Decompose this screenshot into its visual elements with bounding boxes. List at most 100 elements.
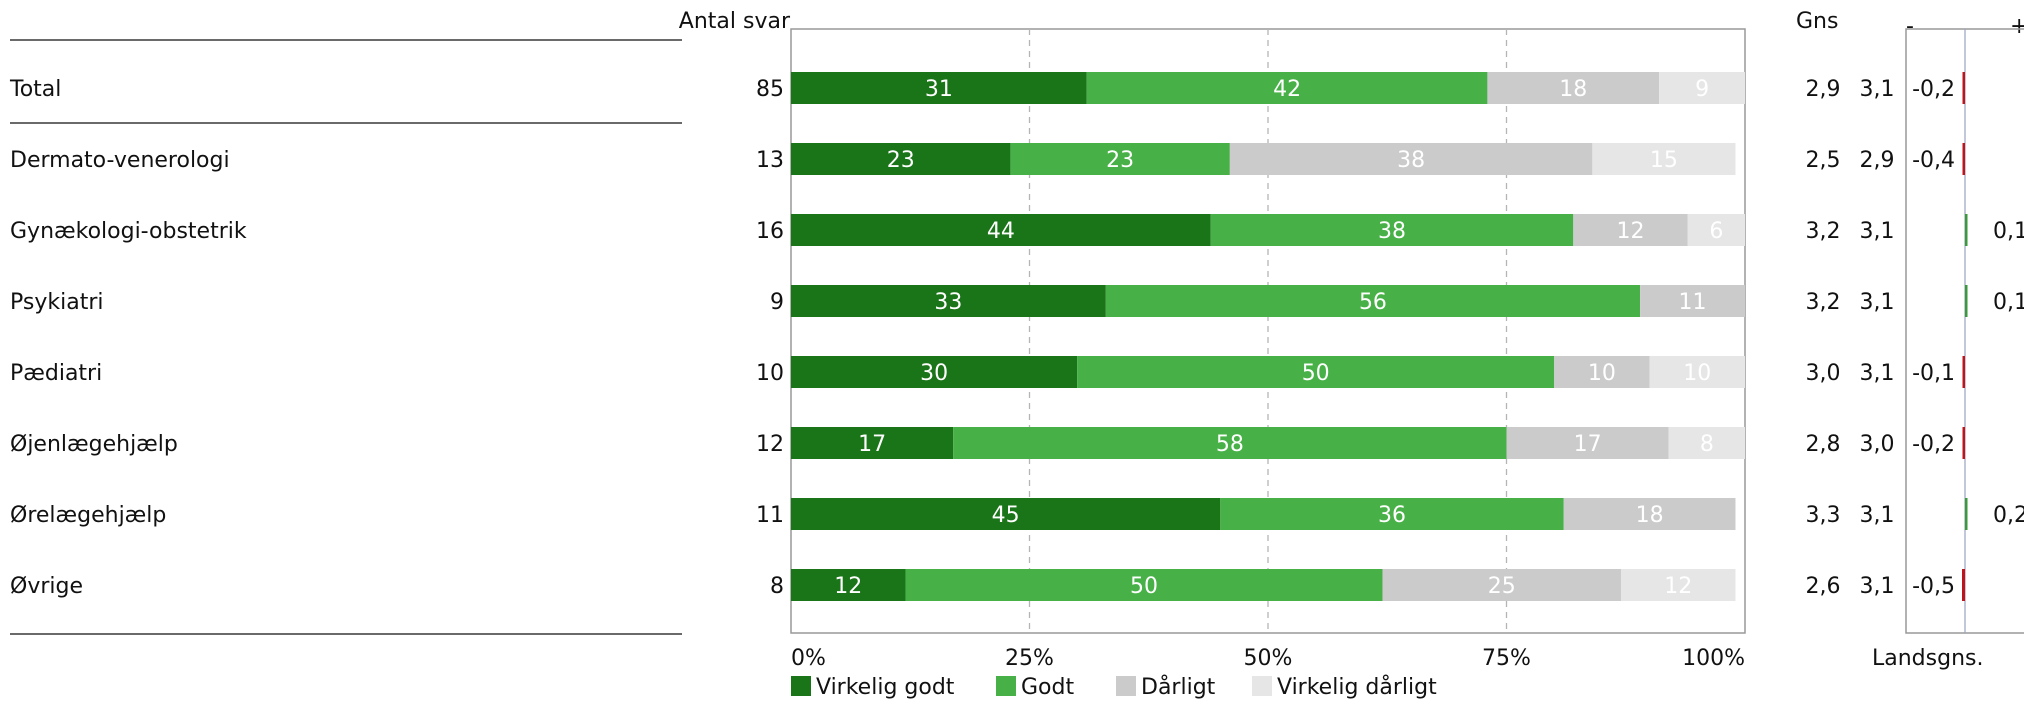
bar-value-label: 23	[887, 148, 915, 173]
diff-value-label: -0,2	[1912, 77, 1955, 102]
row-category-label: Psykiatri	[10, 290, 103, 315]
diff-value-label: -0,5	[1912, 574, 1955, 599]
legend-label: Virkelig dårligt	[1277, 674, 1437, 700]
bar-value-label: 17	[1574, 432, 1602, 457]
row-category-label: Øjenlægehjælp	[10, 432, 178, 457]
bar-segment	[791, 498, 1221, 530]
bar-value-label: 31	[925, 77, 953, 102]
row-count: 12	[756, 432, 784, 457]
row-national-mean: 3,1	[1860, 290, 1895, 315]
bar-segment	[905, 569, 1383, 601]
diff-value-label: 0,1	[1993, 219, 2024, 244]
legend-label: Virkelig godt	[816, 675, 955, 700]
bar-segment	[1649, 356, 1745, 388]
diff-minus-header: -	[1906, 14, 1914, 39]
bar-segment	[791, 427, 954, 459]
row-mean: 2,9	[1806, 77, 1841, 102]
bar-value-label: 18	[1559, 77, 1587, 102]
row-mean: 3,2	[1806, 290, 1841, 315]
bar-value-label: 12	[834, 574, 862, 599]
legend-swatch	[1252, 676, 1272, 696]
diff-bar	[1965, 498, 1968, 530]
row-category-label: Gynækologi-obstetrik	[10, 219, 247, 244]
diff-value-label: 0,2	[1993, 503, 2024, 528]
row-mean: 2,5	[1806, 148, 1841, 173]
bar-segment	[1382, 569, 1621, 601]
row-count: 16	[756, 219, 784, 244]
bar-value-label: 6	[1709, 219, 1723, 244]
bar-value-label: 50	[1130, 574, 1158, 599]
bar-value-label: 15	[1650, 148, 1678, 173]
row-national-mean: 3,1	[1860, 574, 1895, 599]
bar-value-label: 30	[920, 361, 948, 386]
mean-header: Gns	[1796, 9, 1838, 34]
diff-bar	[1965, 214, 1968, 246]
bar-segment	[1620, 569, 1736, 601]
bar-segment	[1105, 285, 1641, 317]
bar-value-label: 56	[1359, 290, 1387, 315]
bar-segment	[1077, 356, 1555, 388]
diff-bar	[1962, 143, 1965, 175]
bar-segment	[1563, 498, 1736, 530]
row-count: 13	[756, 148, 784, 173]
bar-segment	[791, 72, 1087, 104]
diff-plus-header: +	[2010, 14, 2024, 39]
row-count: 11	[756, 503, 784, 528]
row-count: 85	[756, 77, 784, 102]
bar-value-label: 11	[1679, 290, 1707, 315]
row-mean: 3,2	[1806, 219, 1841, 244]
bar-value-label: 45	[992, 503, 1020, 528]
row-count: 8	[770, 574, 784, 599]
row-mean: 2,8	[1806, 432, 1841, 457]
x-tick-label: 100%	[1682, 646, 1745, 671]
bar-value-label: 38	[1397, 148, 1425, 173]
bar-value-label: 10	[1683, 361, 1711, 386]
row-mean: 2,6	[1806, 574, 1841, 599]
row-national-mean: 3,0	[1860, 432, 1895, 457]
diff-bar	[1962, 356, 1965, 388]
row-category-label: Pædiatri	[10, 361, 102, 386]
legend-swatch	[996, 676, 1016, 696]
bar-segment	[953, 427, 1507, 459]
bar-segment	[1210, 214, 1574, 246]
row-national-mean: 3,1	[1860, 503, 1895, 528]
bar-value-label: 25	[1488, 574, 1516, 599]
bar-value-label: 42	[1273, 77, 1301, 102]
bar-segment	[791, 285, 1106, 317]
diff-value-label: -0,1	[1912, 361, 1955, 386]
x-tick-label: 75%	[1482, 646, 1531, 671]
x-tick-label: 25%	[1005, 646, 1054, 671]
diff-footer: Landsgns.	[1872, 646, 1983, 671]
bar-segment	[791, 356, 1078, 388]
diff-value-label: 0,1	[1993, 290, 2024, 315]
row-national-mean: 2,9	[1860, 148, 1895, 173]
diff-panel-frame	[1905, 28, 2024, 634]
bar-value-label: 18	[1636, 503, 1664, 528]
diff-value-label: -0,2	[1912, 432, 1955, 457]
count-header: Antal svar	[679, 9, 791, 34]
legend-swatch	[791, 676, 811, 696]
bar-value-label: 58	[1216, 432, 1244, 457]
bar-value-label: 8	[1700, 432, 1714, 457]
diff-bar	[1962, 72, 1965, 104]
x-tick-label: 50%	[1244, 646, 1293, 671]
row-national-mean: 3,1	[1860, 361, 1895, 386]
bar-segment	[1573, 214, 1688, 246]
bar-segment	[1506, 427, 1669, 459]
diff-bar	[1965, 285, 1968, 317]
diff-bar	[1962, 569, 1965, 601]
bar-segment	[1010, 143, 1230, 175]
bar-segment	[1487, 72, 1660, 104]
diff-bar	[1962, 427, 1965, 459]
row-mean: 3,3	[1806, 503, 1841, 528]
row-national-mean: 3,1	[1860, 77, 1895, 102]
x-tick-label: 0%	[791, 646, 826, 671]
bar-value-label: 12	[1617, 219, 1645, 244]
row-category-label: Dermato-venerologi	[10, 148, 230, 173]
bar-segment	[1554, 356, 1650, 388]
bar-segment	[1659, 72, 1745, 104]
bar-segment	[791, 569, 906, 601]
bar-value-label: 38	[1378, 219, 1406, 244]
